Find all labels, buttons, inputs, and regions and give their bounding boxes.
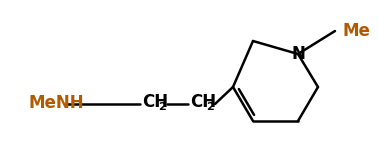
Text: 2: 2 (206, 102, 214, 112)
Text: MeNH: MeNH (28, 94, 84, 112)
Text: N: N (291, 45, 305, 63)
Text: 2: 2 (158, 102, 166, 112)
Text: CH: CH (190, 93, 216, 111)
Text: CH: CH (142, 93, 168, 111)
Text: Me: Me (342, 22, 370, 40)
